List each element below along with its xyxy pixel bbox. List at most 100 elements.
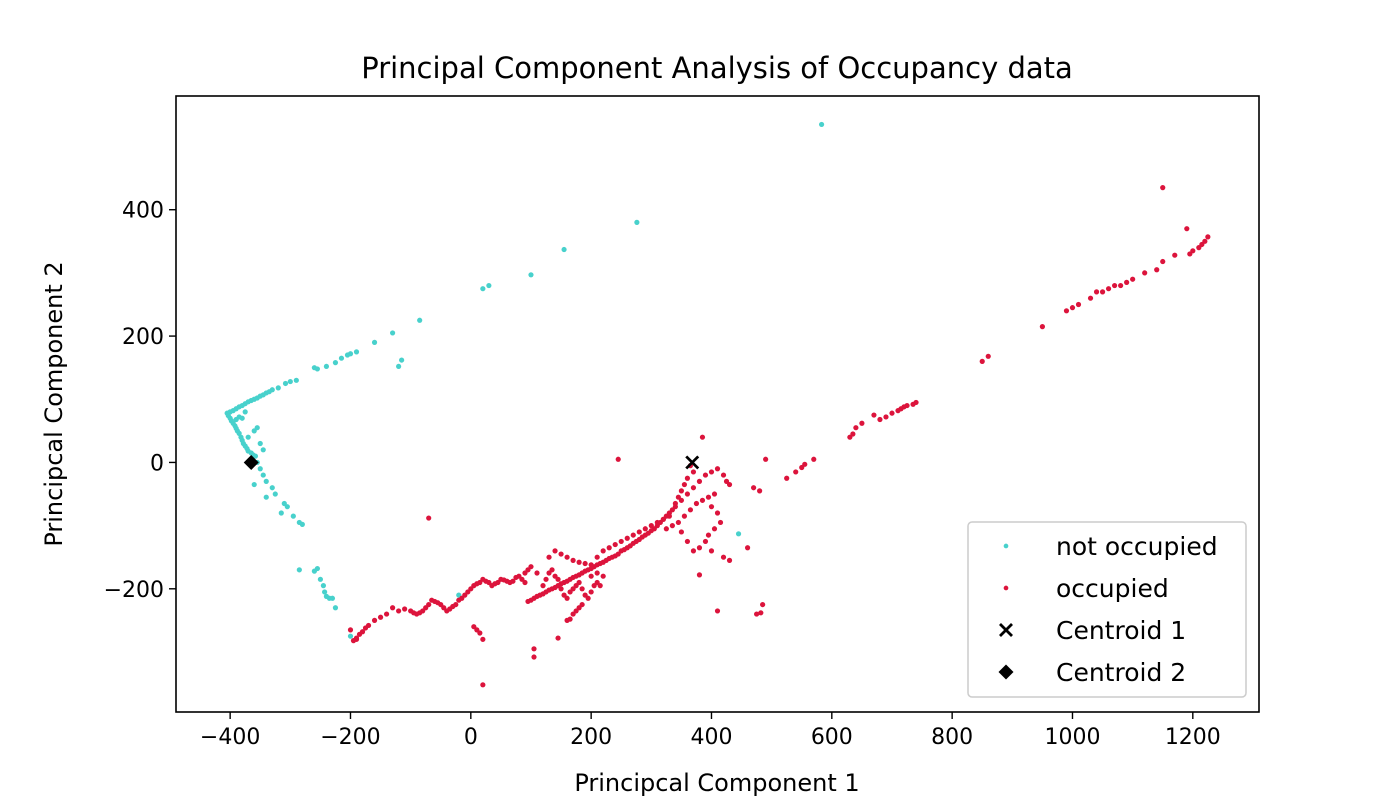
occupied-point — [390, 605, 396, 611]
occupied-point — [696, 545, 703, 551]
occupied-point — [531, 654, 537, 660]
not-occupied-point — [251, 481, 257, 488]
occupied-point — [594, 554, 600, 560]
legend-marker-occupied — [1003, 585, 1009, 591]
occupied-point — [1196, 245, 1202, 251]
occupied-point — [889, 410, 895, 416]
occupied-point — [744, 545, 751, 551]
occupied-point — [555, 635, 561, 641]
occupied-point — [714, 466, 721, 472]
x-tick-label: 0 — [464, 725, 478, 750]
occupied-point — [717, 519, 724, 526]
y-axis-label: Principcal Component 2 — [40, 261, 68, 546]
occupied-point — [1105, 286, 1112, 292]
legend-label-centroid-1: Centroid 1 — [1056, 616, 1186, 645]
occupied-point — [687, 507, 694, 513]
occupied-point — [371, 617, 378, 623]
occupied-point — [760, 601, 766, 608]
occupied-point — [720, 472, 727, 478]
occupied-point — [690, 548, 697, 554]
occupied-point — [654, 519, 660, 526]
occupied-point — [576, 579, 582, 586]
occupied-point — [711, 526, 718, 532]
occupied-point — [663, 526, 669, 532]
occupied-point — [675, 519, 681, 526]
occupied-point — [666, 513, 672, 519]
not-occupied-point — [396, 363, 402, 370]
occupied-point — [1075, 301, 1082, 308]
occupied-point — [985, 353, 991, 359]
occupied-point — [1187, 251, 1193, 257]
x-tick-label: 1200 — [1165, 725, 1221, 750]
occupied-point — [1124, 279, 1130, 285]
occupied-point — [383, 611, 390, 617]
occupied-point — [799, 464, 805, 471]
occupied-point — [585, 595, 591, 601]
occupied-point — [552, 548, 558, 554]
not-occupied-point — [257, 440, 263, 447]
occupied-point — [1160, 258, 1166, 265]
not-occupied-point — [332, 605, 339, 611]
occupied-point — [714, 608, 721, 614]
not-occupied-point — [390, 330, 396, 336]
occupied-point — [582, 560, 588, 567]
x-tick-label: −200 — [320, 725, 380, 750]
occupied-point — [612, 541, 618, 548]
not-occupied-point — [239, 415, 245, 421]
not-occupied-point — [347, 633, 354, 639]
legend-box — [967, 521, 1247, 698]
occupied-point — [480, 682, 486, 688]
not-occupied-point — [323, 363, 330, 370]
occupied-point — [871, 412, 877, 418]
not-occupied-point — [263, 478, 269, 484]
occupied-point — [720, 554, 727, 560]
not-occupied-point — [417, 317, 423, 323]
occupied-point — [549, 567, 555, 573]
occupied-point — [751, 485, 757, 491]
occupied-point — [693, 500, 700, 507]
occupied-point — [859, 420, 865, 426]
occupied-point — [396, 608, 402, 614]
not-occupied-point — [284, 504, 290, 510]
occupied-point — [708, 469, 715, 475]
occupied-point — [699, 497, 706, 503]
occupied-point — [754, 611, 760, 617]
not-occupied-point — [399, 357, 405, 363]
y-tick-label: 400 — [122, 199, 164, 224]
y-tick-label: 0 — [150, 451, 164, 476]
legend-marker-not-occupied — [1003, 543, 1009, 549]
x-tick-label: 1000 — [1044, 725, 1100, 750]
not-occupied-point — [320, 583, 327, 589]
occupied-point — [353, 636, 360, 642]
x-tick-label: 400 — [690, 725, 732, 750]
occupied-point — [402, 606, 408, 612]
legend: not occupied occupied Centroid 1 Centroid 2 — [967, 521, 1247, 698]
centroid-2-point — [243, 454, 259, 470]
occupied-point — [690, 469, 697, 475]
occupied-point — [558, 586, 564, 592]
occupied-point — [546, 554, 552, 560]
legend-marker-centroid-2 — [998, 664, 1014, 680]
occupied-point — [684, 538, 691, 545]
occupied-point — [606, 545, 612, 551]
occupied-point — [1069, 305, 1076, 311]
not-occupied-point — [634, 219, 640, 225]
legend-marker-centroid-1 — [999, 623, 1013, 637]
occupied-point — [784, 475, 790, 481]
x-axis-label: Principcal Component 1 — [574, 769, 859, 797]
not-occupied-point — [293, 377, 299, 383]
occupied-point — [1172, 252, 1178, 258]
occupied-point — [708, 504, 715, 510]
centroid-1-point — [685, 455, 700, 470]
x-tick-label: 200 — [570, 725, 612, 750]
not-occupied-point — [263, 494, 269, 500]
legend-label-occupied: occupied — [1056, 574, 1169, 603]
not-occupied-point — [818, 121, 825, 128]
occupied-point — [624, 535, 630, 541]
occupied-point — [702, 472, 709, 478]
occupied-point — [1118, 282, 1124, 289]
occupied-point — [678, 488, 685, 494]
legend-label-centroid-2: Centroid 2 — [1056, 658, 1186, 687]
occupied-point — [702, 538, 709, 545]
